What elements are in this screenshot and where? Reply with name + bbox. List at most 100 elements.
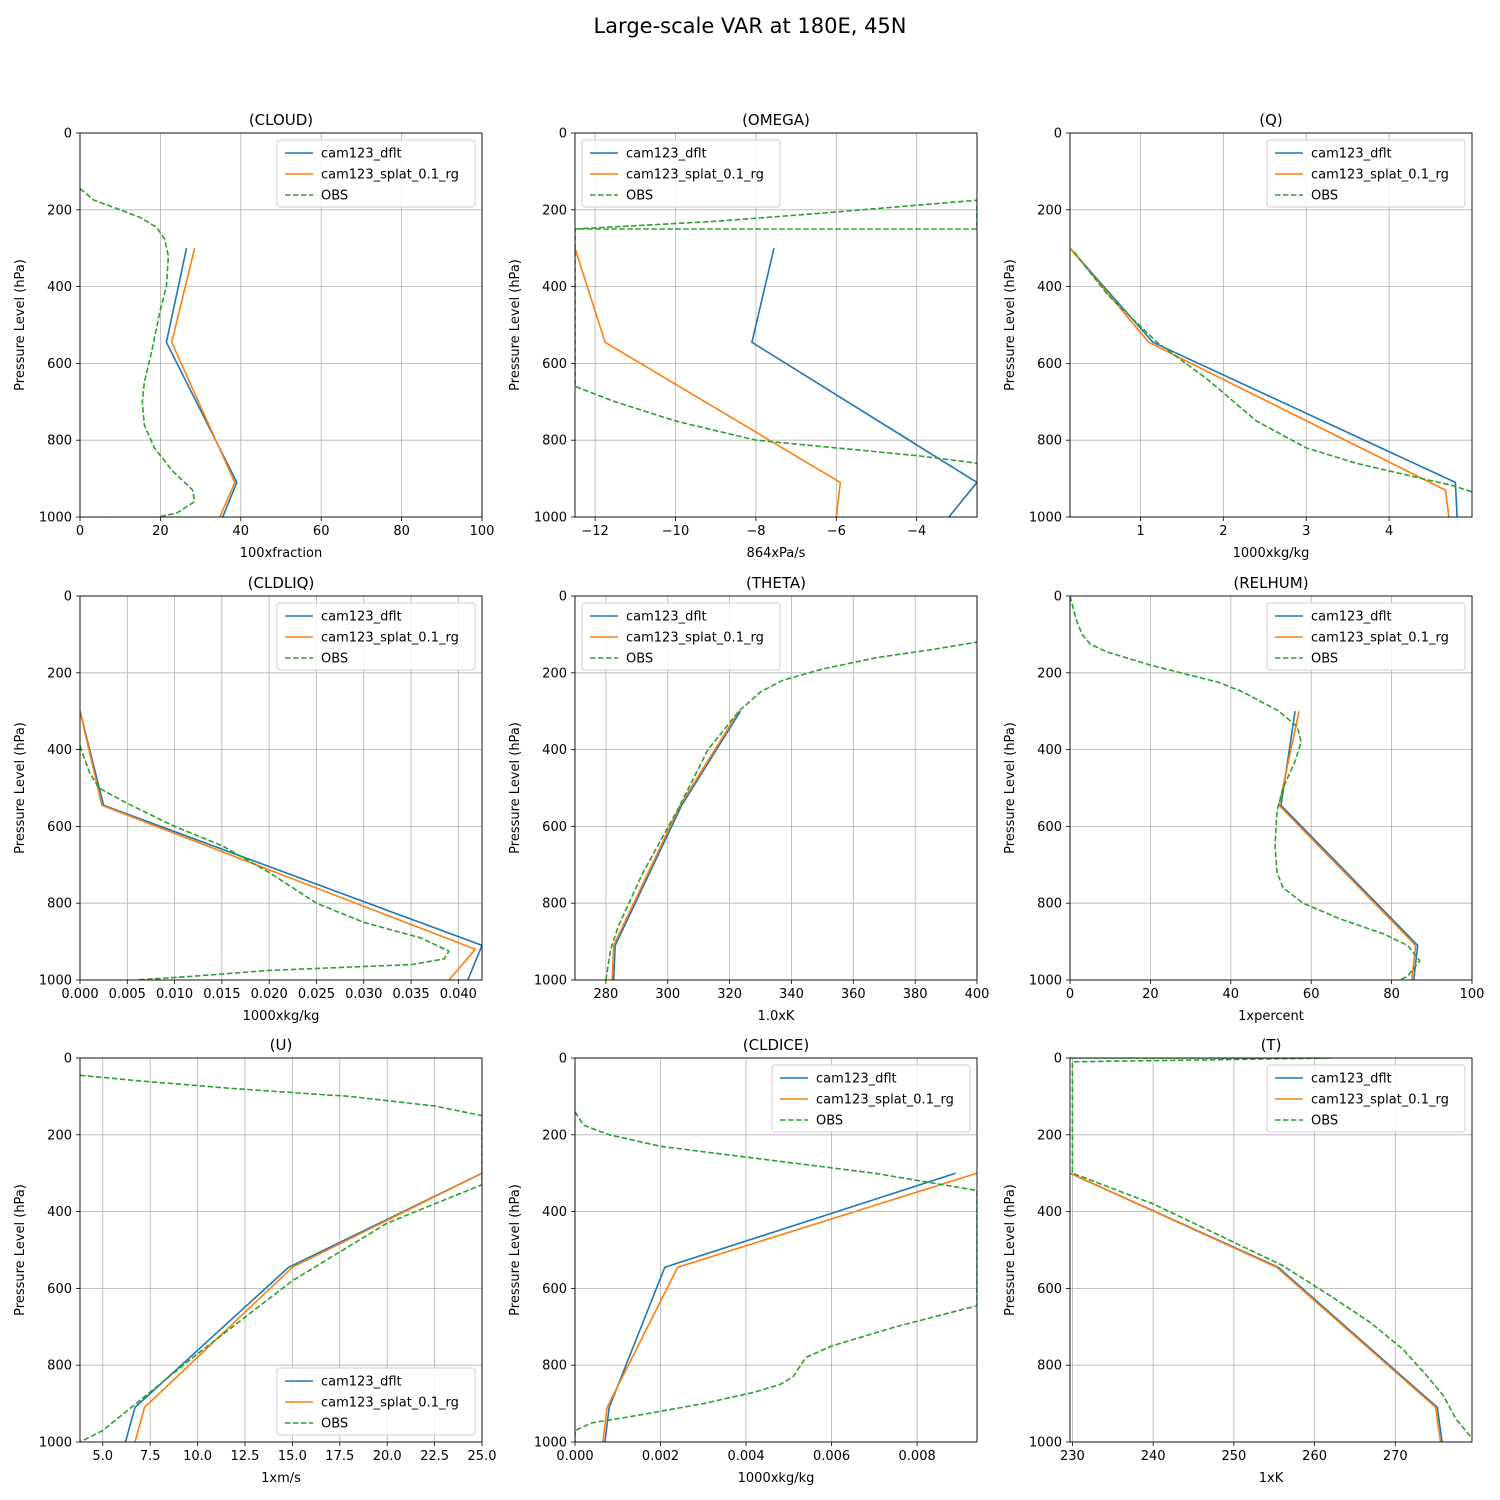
y-tick-label: 200	[47, 203, 72, 218]
data-area	[80, 711, 482, 980]
subplot-u: 5.0 7.5 10.0 12.5 15.0 17.5 20.0 22.5 25.0 0 200 40…	[13, 1036, 496, 1486]
x-tick-label: 7.5	[140, 1449, 161, 1464]
series-line-cam123_splat_0.1_rg	[1070, 247, 1450, 517]
x-tick-label: 4	[1385, 524, 1393, 539]
x-tick-label: 0.008	[899, 1449, 936, 1464]
subplot-t: 230 240 250 260 270 0 200 400 600 800 1000 (T) 1xK Pr…	[1003, 1036, 1473, 1486]
legend-label: cam123_dflt	[626, 610, 707, 625]
subplot-title: (CLDICE)	[743, 1036, 809, 1054]
x-tick-label: 0.002	[642, 1449, 679, 1464]
data-area	[1070, 247, 1472, 517]
x-tick-label: 15.0	[278, 1449, 307, 1464]
legend-box	[276, 1367, 476, 1436]
y-axis-label: Pressure Level (hPa)	[13, 1184, 28, 1316]
series-line-cam123_dflt	[604, 1172, 956, 1442]
x-tick-label: 0.040	[440, 987, 477, 1002]
subplot-title: (Q)	[1259, 111, 1283, 129]
y-tick-label: 1000	[39, 974, 72, 989]
data-area	[80, 1074, 482, 1442]
x-tick-label: 0.006	[813, 1449, 850, 1464]
y-axis-label: Pressure Level (hPa)	[508, 259, 523, 391]
axes-frame	[574, 1057, 978, 1443]
series-line-cam123_dflt	[751, 248, 977, 517]
y-tick-label: 200	[542, 666, 567, 681]
x-tick-label: 0.005	[109, 987, 146, 1002]
y-tick-label: 600	[542, 1282, 567, 1297]
legend-label: cam123_splat_0.1_rg	[321, 168, 459, 183]
y-tick-label: 0	[64, 590, 72, 605]
subplot-title: (THETA)	[746, 574, 806, 592]
legend-label: cam123_dflt	[321, 610, 402, 625]
legend: cam123_dflt cam123_splat_0.1_rg OBS	[276, 1367, 476, 1436]
x-tick-label: 360	[841, 987, 866, 1002]
x-axis-label: 1xpercent	[1238, 1009, 1304, 1024]
axes-frame	[79, 1057, 483, 1443]
legend-label: OBS	[626, 652, 653, 667]
x-tick-label: 0.000	[556, 1449, 593, 1464]
x-axis-label: 100xfraction	[240, 546, 322, 561]
x-tick-label: 25.0	[468, 1449, 497, 1464]
legend-label: cam123_splat_0.1_rg	[626, 168, 764, 183]
legend-label: cam123_dflt	[321, 1375, 402, 1390]
legend-label: cam123_dflt	[816, 1072, 897, 1087]
legend-label: cam123_splat_0.1_rg	[321, 631, 459, 646]
y-tick-label: 600	[47, 357, 72, 372]
x-tick-label: 280	[594, 987, 619, 1002]
y-tick-label: 200	[47, 1128, 72, 1143]
y-tick-label: 0	[559, 590, 567, 605]
series-line-OBS	[1073, 251, 1472, 493]
x-tick-label: 320	[717, 987, 742, 1002]
y-tick-label: 1000	[39, 1436, 72, 1451]
x-tick-label: 100	[1460, 987, 1485, 1002]
x-tick-label: 12.5	[230, 1449, 259, 1464]
x-tick-label: 60	[1303, 987, 1320, 1002]
subplot-title: (RELHUM)	[1233, 574, 1308, 592]
series-line-OBS	[80, 1074, 482, 1442]
series-line-cam123_splat_0.1_rg	[170, 248, 236, 517]
y-tick-label: 1000	[1029, 974, 1062, 989]
y-tick-label: 400	[47, 743, 72, 758]
x-tick-label: 2	[1219, 524, 1227, 539]
data-area	[1070, 1058, 1472, 1442]
x-tick-label: 80	[393, 524, 410, 539]
legend-box	[771, 1064, 971, 1133]
series-line-cam123_dflt	[80, 711, 482, 980]
legend-label: cam123_dflt	[1311, 1072, 1392, 1087]
y-tick-label: 200	[542, 203, 567, 218]
x-axis-label: 1000xkg/kg	[1233, 546, 1310, 561]
x-axis-label: 1xK	[1259, 1471, 1284, 1486]
legend: cam123_dflt cam123_splat_0.1_rg OBS	[1266, 139, 1466, 208]
y-tick-label: 1000	[39, 511, 72, 526]
y-axis-label: Pressure Level (hPa)	[1003, 259, 1018, 391]
y-tick-label: 400	[542, 1205, 567, 1220]
y-tick-label: 800	[1037, 1359, 1062, 1374]
legend-box	[581, 139, 781, 208]
x-tick-label: 380	[903, 987, 928, 1002]
y-axis-label: Pressure Level (hPa)	[1003, 722, 1018, 854]
y-tick-label: 1000	[534, 974, 567, 989]
legend-box	[1266, 1064, 1466, 1133]
subplot-relhum: 0 20 40 60 80 10002004006008001000(RELHUM)1xp…	[1003, 574, 1484, 1024]
x-tick-label: 0	[76, 524, 84, 539]
subplot-title: (CLOUD)	[249, 111, 313, 129]
legend: cam123_dflt cam123_splat_0.1_rg OBS	[276, 139, 476, 208]
y-tick-label: 800	[542, 434, 567, 449]
x-tick-label: 60	[313, 524, 330, 539]
series-line-cam123_splat_0.1_rg	[575, 247, 842, 517]
series-line-cam123_dflt	[124, 1172, 482, 1442]
y-tick-label: 0	[1054, 127, 1062, 142]
legend: cam123_dflt cam123_splat_0.1_rg OBS	[581, 602, 781, 671]
y-tick-label: 600	[542, 357, 567, 372]
y-axis-label: Pressure Level (hPa)	[508, 722, 523, 854]
series-line-OBS	[575, 1111, 977, 1442]
legend-label: OBS	[626, 189, 653, 204]
legend-label: OBS	[1311, 189, 1338, 204]
x-tick-label: 0.035	[392, 987, 429, 1002]
axes-frame	[1069, 595, 1473, 981]
axes-frame	[574, 595, 978, 981]
y-tick-label: 400	[1037, 1205, 1062, 1220]
series-line-cam123_dflt	[1070, 1172, 1443, 1442]
y-tick-label: 1000	[1029, 1436, 1062, 1451]
legend: cam123_dflt cam123_splat_0.1_rg OBS	[581, 139, 781, 208]
